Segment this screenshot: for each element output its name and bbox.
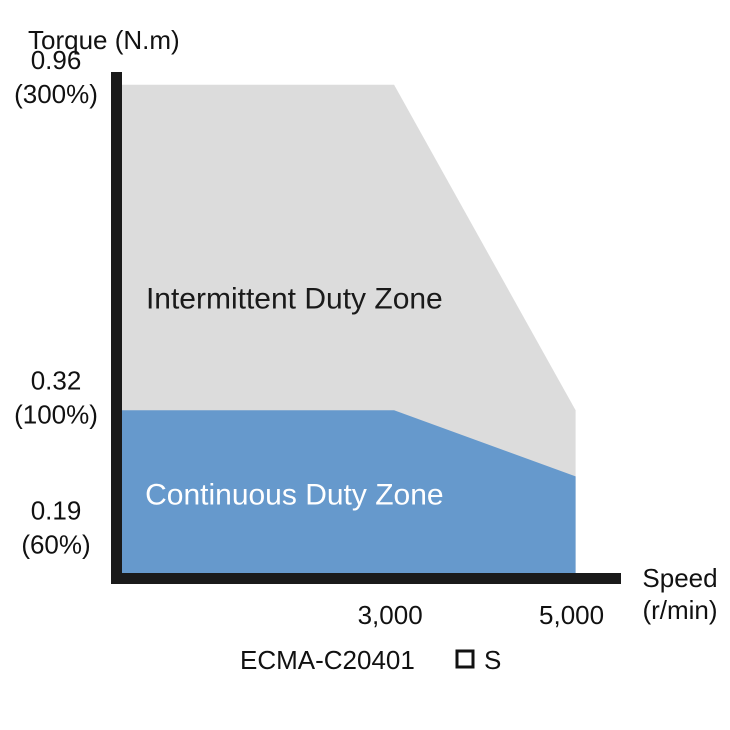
- x-axis-line: [111, 573, 621, 584]
- continuous-duty-zone-area: [122, 410, 576, 573]
- y-axis-label: Torque (N.m): [28, 25, 180, 55]
- model-name: ECMA-C20401: [240, 645, 415, 675]
- x-axis-label-text: Speed (r/min): [642, 563, 717, 625]
- model-box-symbol: [455, 649, 475, 669]
- y-axis-line: [111, 72, 122, 584]
- zone-labels: Intermittent Duty Zone Continuous Duty Zo…: [145, 283, 444, 512]
- y-tick-label: 0.96 (300%): [14, 45, 98, 109]
- y-tick-labels: 0.96 (300%) 0.32 (100%) 0.19 (60%): [14, 45, 98, 560]
- intermittent-duty-zone-label: Intermittent Duty Zone: [146, 283, 443, 316]
- y-tick-label: 0.32 (100%): [14, 365, 98, 429]
- model-caption: ECMA-C20401 S: [240, 645, 501, 675]
- model-suffix: S: [484, 645, 501, 675]
- x-tick-label: 3,000: [358, 600, 423, 630]
- x-axis-label: Speed (r/min): [642, 563, 717, 625]
- continuous-duty-zone-label: Continuous Duty Zone: [145, 478, 444, 511]
- zones: [122, 84, 576, 574]
- x-tick-label: 5,000: [539, 600, 604, 630]
- x-tick-labels: 3,000 5,000: [358, 600, 605, 630]
- y-tick-label: 0.19 (60%): [21, 495, 90, 559]
